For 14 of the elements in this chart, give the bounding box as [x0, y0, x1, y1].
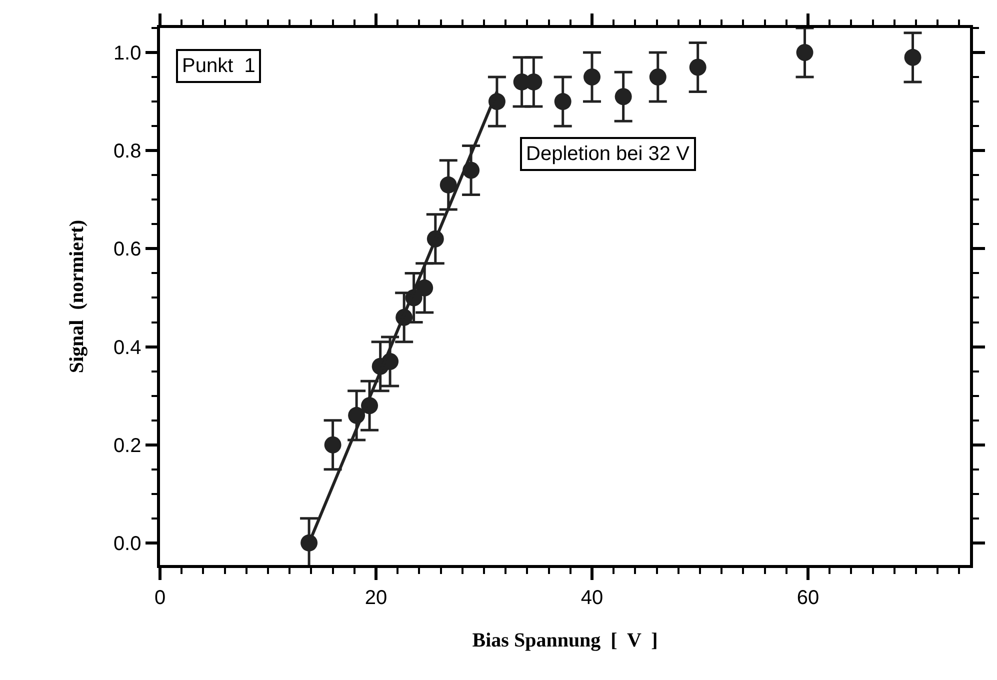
- y-axis-title: Signal (normiert): [66, 220, 88, 374]
- x-tick-label: 60: [796, 586, 820, 609]
- annotation: Depletion bei 32 V: [526, 143, 690, 165]
- y-tick-label: 0.2: [113, 434, 142, 457]
- x-tick-label: 0: [154, 586, 166, 609]
- x-tick-label: 40: [580, 586, 604, 609]
- y-tick-label: 0.0: [113, 532, 142, 555]
- annotation: Punkt 1: [182, 55, 256, 77]
- y-tick-label: 0.6: [113, 238, 142, 261]
- y-tick-label: 1.0: [113, 42, 142, 65]
- x-tick-label: 20: [364, 586, 388, 609]
- x-axis-title: Bias Spannung [ V ]: [472, 629, 658, 652]
- y-tick-label: 0.8: [113, 140, 142, 163]
- y-tick-label: 0.4: [113, 336, 142, 359]
